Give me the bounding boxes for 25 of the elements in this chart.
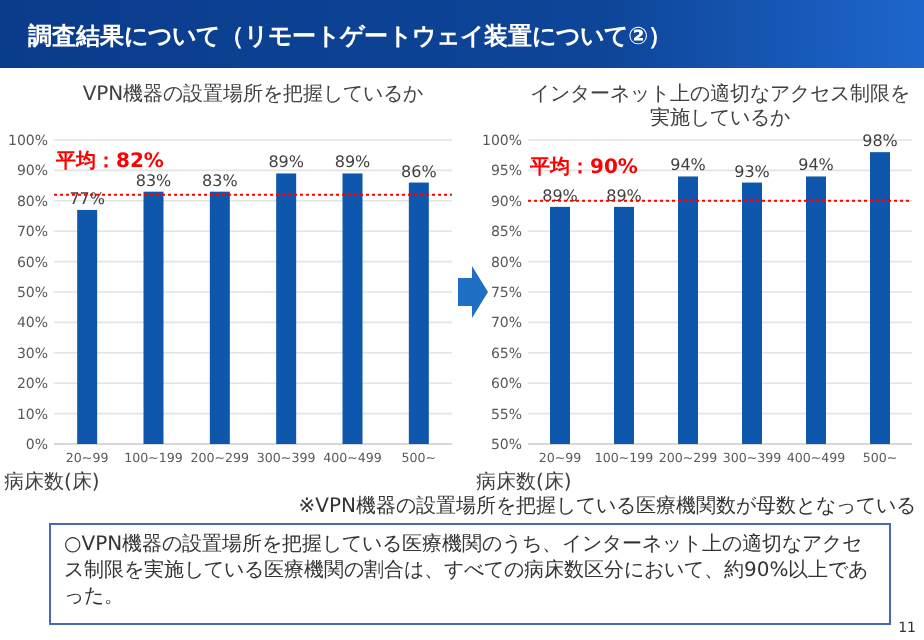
x-axis-title: 病床数(床) bbox=[476, 470, 572, 494]
data-label: 83% bbox=[202, 171, 239, 190]
bar bbox=[276, 173, 297, 444]
data-label: 89% bbox=[268, 153, 305, 172]
text: ○VPN機器の設置場所を把握している医療機関のうち、インターネット上の適切なアクセス制限を実施している医療機関の割合は、すべての病床数区分において、約90%以上であった。 bbox=[64, 532, 869, 608]
bar bbox=[209, 191, 230, 444]
ref-line-label: 平均：82% bbox=[54, 148, 164, 173]
chart-title: VPN機器の設置場所を把握しているか bbox=[82, 82, 424, 106]
data-label: 93% bbox=[734, 162, 771, 181]
bar bbox=[342, 173, 363, 444]
data-label: 94% bbox=[670, 156, 707, 175]
bar bbox=[143, 191, 164, 444]
data-label: 77% bbox=[69, 189, 106, 208]
chart-title: インターネット上の適切なアクセス制限を実施しているか bbox=[530, 82, 910, 130]
text: 調査結果について（リモートゲートウェイ装置について②） bbox=[26, 22, 673, 50]
data-label: 89% bbox=[334, 153, 372, 172]
bar bbox=[408, 182, 429, 444]
text: ※VPN機器の設置場所を把握している医療機関数が母数となっている bbox=[298, 494, 916, 518]
x-axis-title: 病床数(床) bbox=[4, 470, 100, 494]
ref-line-label: 平均：90% bbox=[528, 154, 638, 179]
data-label: 98% bbox=[862, 132, 899, 151]
data-label: 94% bbox=[798, 156, 835, 175]
bar bbox=[77, 209, 98, 444]
data-label: 86% bbox=[401, 162, 438, 181]
data-label: 83% bbox=[135, 171, 173, 190]
